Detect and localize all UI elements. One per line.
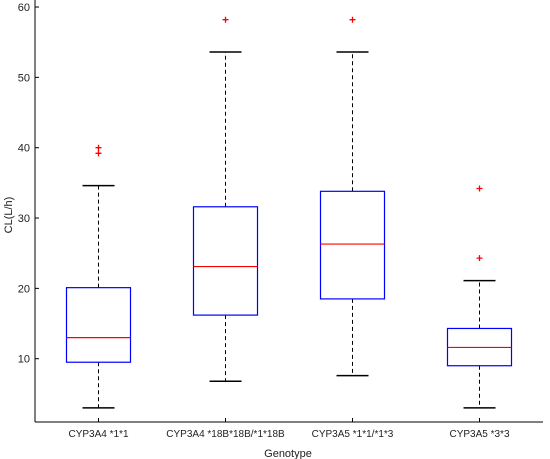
iqr-box <box>192 206 259 316</box>
y-tick-label: 10 <box>18 354 30 366</box>
outlier-marker <box>95 144 102 151</box>
iqr-box <box>319 190 386 300</box>
y-axis-label: CL(L/h) <box>3 197 15 234</box>
y-tick-label: 60 <box>18 2 30 14</box>
y-tick-label: 40 <box>18 143 30 155</box>
plot-layer: 10 20 30 40 50 60 CYP3A4 *1*1 CYP3A4 *18B*18B/*… <box>18 0 543 440</box>
outlier-marker <box>349 16 356 23</box>
y-tick-label: 50 <box>18 72 30 84</box>
outlier-marker <box>95 150 102 157</box>
outlier-marker <box>222 16 229 23</box>
outlier-marker <box>476 185 483 192</box>
x-tick-label: CYP3A4 *1*1 <box>68 429 128 440</box>
outlier-marker <box>476 255 483 262</box>
y-tick-label: 30 <box>18 213 30 225</box>
x-axis-label: Genotype <box>264 448 312 459</box>
iqr-box <box>65 287 132 363</box>
x-tick-label: CYP3A5 *1*1/*1*3 <box>312 429 394 440</box>
x-tick-label: CYP3A5 *3*3 <box>449 429 509 440</box>
x-tick-label: CYP3A4 *18B*18B/*1*18B <box>166 429 285 440</box>
y-tick-label: 20 <box>18 283 30 295</box>
